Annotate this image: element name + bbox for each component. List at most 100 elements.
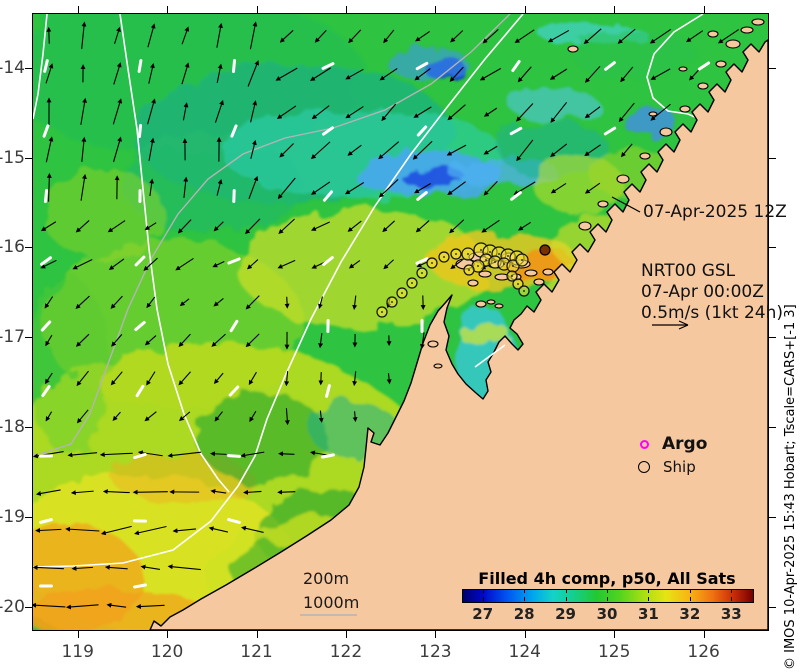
island xyxy=(715,60,727,68)
colorbar-tick xyxy=(689,589,691,593)
ship-marker-icon xyxy=(638,461,650,473)
colorbar-tick-label: 29 xyxy=(555,605,576,623)
colorbar-tick xyxy=(524,597,526,601)
y-tick-label: -18 xyxy=(0,417,25,438)
contour-200m xyxy=(33,14,524,568)
colorbar-tick-label: 27 xyxy=(472,605,494,623)
x-tick-top xyxy=(614,6,616,13)
y-tick xyxy=(25,427,32,429)
argo-label: Argo xyxy=(662,434,708,454)
x-tick-label: 126 xyxy=(687,642,720,662)
colorbar-tick xyxy=(607,597,608,601)
island xyxy=(427,340,439,348)
legend-argo: Argo xyxy=(640,434,707,454)
island xyxy=(751,18,765,26)
island xyxy=(678,66,688,72)
colorbar-tick xyxy=(607,589,608,593)
x-tick-top xyxy=(167,6,169,13)
x-tick xyxy=(77,631,79,638)
depth-1000m-label: 1000m xyxy=(303,593,360,612)
island xyxy=(433,363,443,369)
island xyxy=(475,300,487,308)
colorbar-tick xyxy=(731,589,733,593)
x-tick xyxy=(345,631,347,638)
colorbar-tick xyxy=(648,589,650,593)
island xyxy=(679,105,691,113)
y-tick-label: -16 xyxy=(0,237,25,258)
colorbar-tick xyxy=(648,597,650,601)
x-tick xyxy=(167,631,169,638)
colorbar-tick-label: 30 xyxy=(596,605,618,623)
island xyxy=(542,268,554,276)
y-tick xyxy=(25,516,32,518)
island xyxy=(533,278,545,286)
y-tick-right xyxy=(769,516,776,518)
colorbar-tick xyxy=(565,597,567,601)
legend-ship: Ship xyxy=(638,458,696,476)
island xyxy=(740,26,754,34)
island xyxy=(494,303,504,309)
track-line xyxy=(474,344,506,368)
x-tick-label: 121 xyxy=(240,642,273,662)
y-tick-label: -20 xyxy=(0,596,25,617)
obs-time-annotation: 07-Apr-2025 12Z xyxy=(643,202,787,222)
colorbar-tick xyxy=(482,589,484,593)
colorbar-title: Filled 4h comp, p50, All Sats xyxy=(478,569,736,588)
x-tick-top xyxy=(435,6,437,13)
x-tick xyxy=(703,631,705,638)
colorbar xyxy=(462,589,754,603)
mainland xyxy=(149,39,768,630)
island xyxy=(616,174,630,184)
y-tick-right xyxy=(769,337,776,339)
island xyxy=(597,200,609,208)
colorbar-tick-label: 33 xyxy=(720,605,742,623)
argo-marker-icon xyxy=(640,439,649,449)
model-info-block: NRT00 GSL 07-Apr 00:00Z 0.5m/s (1kt 24h) xyxy=(641,261,783,324)
x-tick xyxy=(256,631,258,638)
x-tick-top xyxy=(345,6,347,13)
x-tick-label: 124 xyxy=(508,642,542,662)
y-tick xyxy=(25,247,32,249)
ship-label: Ship xyxy=(663,458,696,476)
y-tick-label: -14 xyxy=(0,57,25,78)
x-tick-top xyxy=(524,6,526,13)
sst-map-canvas xyxy=(33,14,768,630)
x-tick-top xyxy=(77,6,79,13)
current-vectors xyxy=(33,21,740,610)
colorbar-tick-label: 31 xyxy=(637,605,659,623)
island xyxy=(648,111,658,117)
x-tick-top xyxy=(703,6,705,13)
x-tick xyxy=(435,631,437,638)
y-tick-right xyxy=(769,606,776,608)
island xyxy=(639,152,651,160)
y-tick xyxy=(25,606,32,608)
colorbar-tick xyxy=(731,597,733,601)
model-name: NRT00 GSL xyxy=(641,261,736,281)
island xyxy=(697,82,709,90)
obs-leader-line xyxy=(611,196,641,213)
x-tick-label: 123 xyxy=(419,642,452,662)
x-tick xyxy=(524,631,526,638)
y-tick-right xyxy=(769,157,776,159)
colorbar-tick xyxy=(482,597,484,601)
x-tick-label: 119 xyxy=(61,642,94,662)
secondary-vectors xyxy=(39,59,711,589)
y-tick-right xyxy=(769,247,776,249)
credit-text: © IMOS 10-Apr-2025 15:43 Hobart; Tscale=… xyxy=(783,304,798,670)
colorbar-tick-label: 28 xyxy=(513,605,535,623)
island xyxy=(524,269,538,277)
colorbar-tick xyxy=(689,597,691,601)
island xyxy=(478,270,492,278)
x-tick-label: 120 xyxy=(150,642,184,662)
y-tick-right xyxy=(769,427,776,429)
colorbar-tick-label: 32 xyxy=(679,605,701,623)
scale-arrowhead xyxy=(678,320,689,330)
x-tick-label: 125 xyxy=(597,642,631,662)
island xyxy=(567,45,579,53)
x-tick-label: 122 xyxy=(329,642,363,662)
y-tick xyxy=(25,67,32,69)
y-tick xyxy=(25,157,32,159)
velocity-scale-label: 0.5m/s (1kt 24h) xyxy=(641,303,783,323)
y-tick xyxy=(25,337,32,339)
